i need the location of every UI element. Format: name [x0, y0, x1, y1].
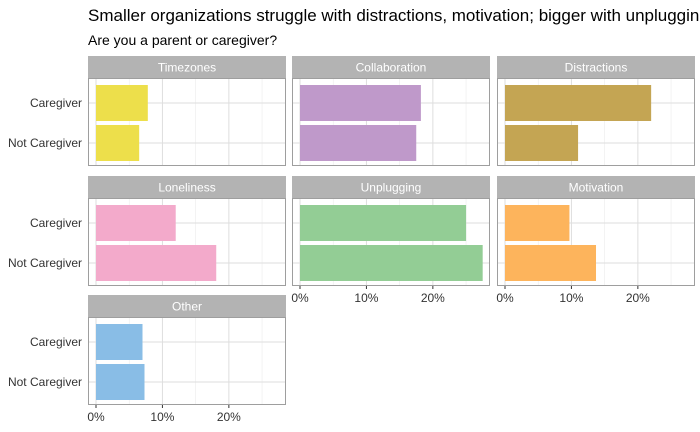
- facet-label: Loneliness: [158, 181, 215, 195]
- panel-border: [88, 317, 286, 405]
- y-tick-label: Caregiver: [30, 96, 82, 110]
- bar: [96, 205, 176, 241]
- facet-label: Timezones: [158, 61, 216, 75]
- x-tick-label: 20%: [421, 291, 445, 305]
- y-tick-label: Caregiver: [30, 335, 82, 349]
- bar: [300, 85, 421, 121]
- bar: [96, 324, 143, 360]
- bar: [505, 125, 579, 161]
- panel-border: [88, 198, 286, 286]
- panel-border: [88, 78, 286, 166]
- chart-title: Smaller organizations struggle with dist…: [88, 6, 700, 25]
- chart-subtitle: Are you a parent or caregiver?: [88, 32, 278, 48]
- bar: [96, 125, 140, 161]
- x-tick-label: 10%: [150, 410, 174, 424]
- y-tick-label: Caregiver: [30, 216, 82, 230]
- bar: [300, 125, 417, 161]
- facet-strip: [292, 176, 490, 198]
- y-tick-label: Not Caregiver: [8, 136, 82, 150]
- x-tick-label: 20%: [626, 291, 650, 305]
- facet-label: Unplugging: [361, 181, 422, 195]
- bar: [505, 245, 597, 281]
- panel-border: [292, 198, 490, 286]
- x-tick-label: 10%: [559, 291, 583, 305]
- x-tick-label: 20%: [217, 410, 241, 424]
- facet-strip: [292, 56, 490, 78]
- facet-label: Collaboration: [356, 61, 427, 75]
- bar: [96, 85, 148, 121]
- y-tick-label: Not Caregiver: [8, 375, 82, 389]
- bar: [505, 85, 652, 121]
- x-tick-label: 0%: [496, 291, 514, 305]
- facet-label: Distractions: [565, 61, 628, 75]
- x-tick-label: 10%: [354, 291, 378, 305]
- panel-border: [497, 198, 695, 286]
- facet-strip: [88, 176, 286, 198]
- facet-strip: [88, 56, 286, 78]
- facet-strip: [497, 56, 695, 78]
- panel-border: [497, 78, 695, 166]
- bar: [96, 364, 145, 400]
- bar: [300, 245, 483, 281]
- facet-strip: [88, 295, 286, 317]
- x-tick-label: 0%: [87, 410, 105, 424]
- facet-label: Motivation: [569, 181, 624, 195]
- facet-label: Other: [172, 300, 202, 314]
- x-tick-label: 0%: [291, 291, 309, 305]
- facet-strip: [497, 176, 695, 198]
- y-tick-label: Not Caregiver: [8, 256, 82, 270]
- bar: [505, 205, 570, 241]
- bar: [300, 205, 467, 241]
- bar: [96, 245, 217, 281]
- panel-border: [292, 78, 490, 166]
